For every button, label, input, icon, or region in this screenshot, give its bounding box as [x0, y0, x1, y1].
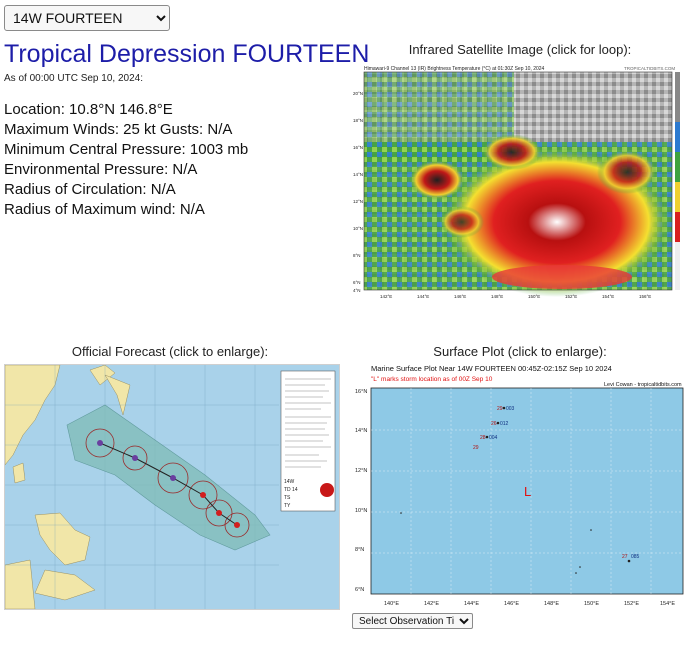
forecast-map-image[interactable]: 14W TD 14 TS TY — [4, 364, 340, 610]
surface-lon-labels: 140°E 142°E 144°E 146°E 148°E 150°E 152°… — [384, 601, 675, 607]
ir-lat-labels: 20°N 18°N 16°N 14°N 12°N 10°N 8°N 6°N 4°… — [353, 91, 363, 293]
station-temp: 26 — [491, 421, 497, 427]
surface-lat-label: 14°N — [355, 428, 367, 434]
ir-lon-label: 146°E — [454, 294, 466, 299]
ir-lat-label: 10°N — [353, 226, 363, 231]
surface-lon-label: 142°E — [424, 601, 439, 607]
page-title: Tropical Depression FOURTEEN — [4, 40, 370, 68]
environmental-pressure-text: Environmental Pressure: N/A — [4, 161, 198, 178]
ir-satellite-image[interactable]: Himawari-9 Channel 13 (IR) Brightness Te… — [352, 62, 686, 302]
surface-caption: Surface Plot (click to enlarge): — [433, 344, 607, 359]
max-winds-text: Maximum Winds: 25 kt Gusts: N/A — [4, 121, 233, 138]
station-temp: 27 — [622, 554, 628, 560]
ir-caption: Infrared Satellite Image (click for loop… — [408, 42, 632, 57]
ir-lat-label: 18°N — [353, 118, 363, 123]
surface-lat-label: 16°N — [355, 389, 367, 395]
forecast-label: TY — [284, 503, 291, 509]
ir-lat-label: 8°N — [353, 253, 361, 258]
ir-lat-label: 20°N — [353, 91, 363, 96]
surface-lat-label: 6°N — [355, 587, 364, 593]
station-pressure: 003 — [506, 406, 515, 412]
station-temp: 29 — [497, 406, 503, 412]
ir-lon-labels: 142°E 144°E 146°E 148°E 150°E 152°E 154°… — [380, 294, 651, 299]
ir-lat-label: 16°N — [353, 145, 363, 150]
surface-lon-label: 140°E — [384, 601, 399, 607]
surface-plot-credit: Levi Cowan - tropicaltidbits.com — [604, 382, 682, 388]
ir-lon-label: 142°E — [380, 294, 392, 299]
forecast-label: 14W — [284, 479, 295, 485]
as-of-timestamp: As of 00:00 UTC Sep 10, 2024: — [4, 73, 143, 84]
storm-details: Location: 10.8°N 146.8°E Maximum Winds: … — [4, 100, 248, 220]
station-pressure: 085 — [631, 554, 640, 560]
radius-circulation-text: Radius of Circulation: N/A — [4, 181, 176, 198]
station-pressure: 004 — [489, 435, 498, 441]
central-pressure-text: Minimum Central Pressure: 1003 mb — [4, 141, 249, 158]
ir-lon-label: 152°E — [565, 294, 577, 299]
surface-lat-labels: 16°N 14°N 12°N 10°N 8°N 6°N — [355, 389, 367, 593]
ir-lat-label: 4°N — [353, 288, 361, 293]
surface-lon-label: 148°E — [544, 601, 559, 607]
storm-location-marker: L — [524, 484, 531, 499]
surface-lon-label: 144°E — [464, 601, 479, 607]
ir-lat-label: 12°N — [353, 199, 363, 204]
surface-lat-label: 8°N — [355, 547, 364, 553]
surface-plot-svg: Marine Surface Plot Near 14W FOURTEEN 00… — [355, 364, 684, 607]
surface-plot-image[interactable]: Marine Surface Plot Near 14W FOURTEEN 00… — [352, 362, 686, 608]
surface-plot-note: "L" marks storm location as of 00Z Sep 1… — [371, 376, 493, 383]
ir-header: Himawari-9 Channel 13 (IR) Brightness Te… — [364, 66, 545, 72]
forecast-label: TD 14 — [284, 487, 298, 493]
ir-credit: TROPICALTIDBITS.COM — [624, 66, 675, 71]
location-text: Location: 10.8°N 146.8°E — [4, 101, 173, 118]
ir-lat-label: 14°N — [353, 172, 363, 177]
observation-time-select[interactable]: Select Observation Time... — [352, 613, 473, 629]
forecast-label: TS — [284, 495, 291, 501]
forecast-caption: Official Forecast (click to enlarge): — [71, 344, 269, 359]
station-pressure: 012 — [500, 421, 509, 427]
radius-max-wind-text: Radius of Maximum wind: N/A — [4, 201, 205, 218]
surface-lon-label: 152°E — [624, 601, 639, 607]
station-temp: 28 — [480, 435, 486, 441]
ir-satellite-svg: Himawari-9 Channel 13 (IR) Brightness Te… — [352, 62, 686, 302]
surface-lat-label: 12°N — [355, 468, 367, 474]
surface-lon-label: 150°E — [584, 601, 599, 607]
ir-lon-label: 154°E — [602, 294, 614, 299]
surface-lon-label: 146°E — [504, 601, 519, 607]
surface-plot-title: Marine Surface Plot Near 14W FOURTEEN 00… — [371, 364, 612, 373]
forecast-map-svg: 14W TD 14 TS TY — [5, 365, 339, 609]
station-temp: 29 — [473, 445, 479, 451]
storm-select[interactable]: 14W FOURTEEN — [4, 5, 170, 31]
ir-lat-label: 6°N — [353, 280, 361, 285]
ir-lon-label: 150°E — [528, 294, 540, 299]
ir-lon-label: 156°E — [639, 294, 651, 299]
surface-lat-label: 10°N — [355, 508, 367, 514]
ir-lon-label: 148°E — [491, 294, 503, 299]
ir-lon-label: 144°E — [417, 294, 429, 299]
station-obs: 29 003 26 012 28 004 29 27 085 — [473, 406, 640, 560]
surface-lon-label: 154°E — [660, 601, 675, 607]
